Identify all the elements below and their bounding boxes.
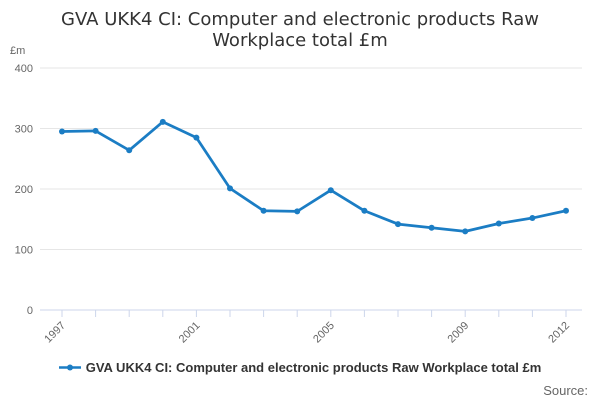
chart-title: GVA UKK4 CI: Computer and electronic pro… bbox=[0, 9, 600, 51]
y-axis-tick-label: 0 bbox=[27, 305, 33, 317]
data-point-2001[interactable] bbox=[193, 134, 200, 141]
y-axis-tick-label: 100 bbox=[15, 245, 33, 257]
x-axis-tick-label: 2001 bbox=[177, 320, 203, 346]
series-line bbox=[60, 120, 568, 233]
data-point-2009[interactable] bbox=[462, 228, 469, 235]
data-point-2005[interactable] bbox=[327, 187, 334, 194]
data-point-2004[interactable] bbox=[294, 208, 301, 215]
data-point-1998[interactable] bbox=[92, 127, 99, 134]
chart-title-text: GVA UKK4 CI: Computer and electronic pro… bbox=[61, 9, 539, 51]
legend-label: GVA UKK4 CI: Computer and electronic pro… bbox=[85, 360, 542, 375]
legend-marker bbox=[66, 364, 73, 371]
data-point-2007[interactable] bbox=[395, 221, 401, 228]
data-point-1999[interactable] bbox=[126, 147, 133, 154]
y-axis-tick-label: 200 bbox=[15, 184, 33, 196]
y-axis-tick-label: 300 bbox=[15, 124, 33, 136]
legend: GVA UKK4 CI: Computer and electronic pro… bbox=[0, 360, 600, 375]
data-point-2012[interactable] bbox=[563, 207, 569, 214]
y-axis-unit-label: £m bbox=[10, 45, 26, 57]
data-point-2000[interactable] bbox=[159, 118, 166, 125]
y-axis-tick-label: 400 bbox=[15, 63, 33, 75]
x-axis-tick-label: 2009 bbox=[446, 320, 472, 346]
data-point-2006[interactable] bbox=[361, 207, 368, 214]
x-axis-tick-label: 2005 bbox=[311, 320, 337, 346]
data-point-2010[interactable] bbox=[495, 220, 502, 227]
data-point-2011[interactable] bbox=[529, 215, 536, 222]
x-axis-tick-label: 1997 bbox=[42, 320, 68, 346]
x-axis-tick-label: 2012 bbox=[546, 320, 572, 346]
source-attribution: Source: bbox=[543, 383, 588, 398]
data-point-2002[interactable] bbox=[227, 185, 233, 192]
data-point-2008[interactable] bbox=[428, 224, 435, 231]
data-point-2003[interactable] bbox=[260, 207, 267, 214]
data-point-1997[interactable] bbox=[59, 128, 65, 135]
legend-item-series[interactable]: GVA UKK4 CI: Computer and electronic pro… bbox=[58, 360, 542, 375]
line-series-legend-icon bbox=[58, 364, 81, 371]
